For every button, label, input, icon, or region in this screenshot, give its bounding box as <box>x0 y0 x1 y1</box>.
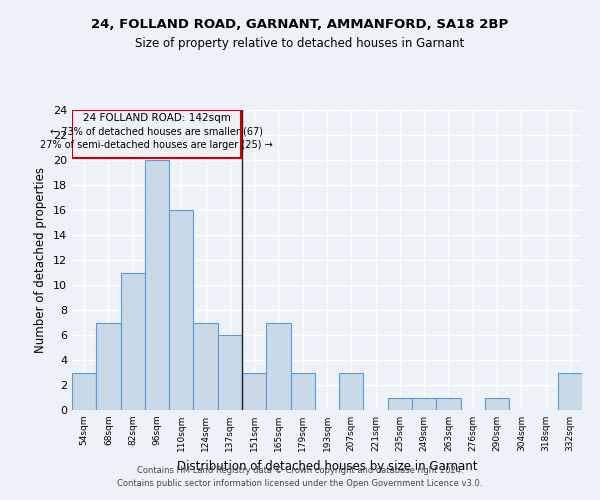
Bar <box>388 398 412 410</box>
Y-axis label: Number of detached properties: Number of detached properties <box>34 167 47 353</box>
Bar <box>96 322 121 410</box>
Bar <box>266 322 290 410</box>
Text: ← 73% of detached houses are smaller (67): ← 73% of detached houses are smaller (67… <box>50 126 263 136</box>
Bar <box>485 398 509 410</box>
Bar <box>72 372 96 410</box>
Bar <box>339 372 364 410</box>
Bar <box>558 372 582 410</box>
Bar <box>436 398 461 410</box>
Text: 27% of semi-detached houses are larger (25) →: 27% of semi-detached houses are larger (… <box>40 140 273 150</box>
Bar <box>412 398 436 410</box>
Bar <box>218 335 242 410</box>
Text: 24 FOLLAND ROAD: 142sqm: 24 FOLLAND ROAD: 142sqm <box>83 113 230 123</box>
Bar <box>193 322 218 410</box>
Bar <box>121 272 145 410</box>
Text: Size of property relative to detached houses in Garnant: Size of property relative to detached ho… <box>136 38 464 51</box>
Bar <box>169 210 193 410</box>
X-axis label: Distribution of detached houses by size in Garnant: Distribution of detached houses by size … <box>177 460 477 472</box>
FancyBboxPatch shape <box>73 110 241 158</box>
Bar <box>290 372 315 410</box>
Text: 24, FOLLAND ROAD, GARNANT, AMMANFORD, SA18 2BP: 24, FOLLAND ROAD, GARNANT, AMMANFORD, SA… <box>91 18 509 30</box>
Bar <box>242 372 266 410</box>
Bar <box>145 160 169 410</box>
Text: Contains HM Land Registry data © Crown copyright and database right 2024.
Contai: Contains HM Land Registry data © Crown c… <box>118 466 482 487</box>
